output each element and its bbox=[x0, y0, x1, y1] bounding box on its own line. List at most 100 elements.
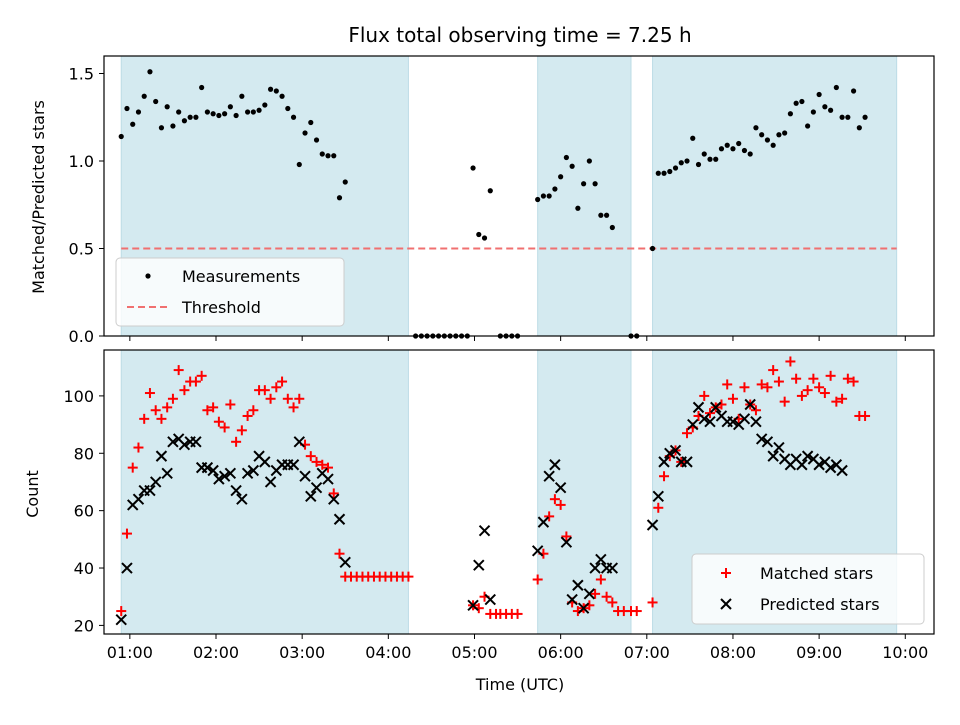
cross-b bbox=[484, 593, 496, 606]
predicted-star-point bbox=[115, 613, 127, 626]
cross-b bbox=[720, 598, 732, 610]
measurement-point bbox=[764, 137, 771, 143]
measurement-point bbox=[598, 212, 604, 218]
matched-star-point bbox=[259, 385, 270, 396]
predicted-star-point bbox=[750, 416, 762, 428]
predicted-star-point bbox=[218, 470, 231, 482]
y-tick-label: 20 bbox=[74, 616, 94, 635]
predicted-star-point bbox=[339, 556, 351, 568]
matched-star-point bbox=[739, 382, 750, 393]
cross-b bbox=[207, 464, 219, 477]
measurement-point bbox=[470, 165, 476, 171]
predicted-star-point bbox=[698, 413, 710, 425]
matched-star-point bbox=[773, 376, 784, 387]
predicted-star-point bbox=[132, 493, 145, 505]
matched-star-point bbox=[727, 393, 738, 404]
cross-b bbox=[778, 453, 791, 465]
cross-b bbox=[790, 453, 802, 465]
cross-b bbox=[201, 461, 214, 474]
x-tick-label: 06:00 bbox=[538, 643, 584, 662]
predicted-star-point bbox=[560, 536, 573, 548]
matched-star-point bbox=[814, 382, 825, 393]
cross-b bbox=[755, 433, 768, 445]
predicted-star-point bbox=[322, 473, 334, 485]
measurement-point bbox=[302, 130, 308, 136]
cross-b bbox=[554, 481, 567, 494]
y-tick-label: 80 bbox=[74, 444, 94, 463]
observing-window-2 bbox=[652, 55, 898, 337]
matched-star-point bbox=[779, 396, 790, 407]
cross-b bbox=[241, 467, 254, 480]
measurement-point bbox=[540, 193, 547, 199]
predicted-star-point bbox=[710, 401, 722, 414]
matched-star-point bbox=[601, 591, 612, 602]
measurement-point bbox=[782, 130, 788, 136]
predicted-star-point bbox=[287, 459, 300, 471]
measurement-point bbox=[273, 88, 279, 94]
predicted-star-point bbox=[293, 436, 306, 448]
measurement-point bbox=[833, 84, 839, 91]
cross-b bbox=[178, 438, 191, 451]
matched-star-point bbox=[561, 531, 572, 542]
measurement-point bbox=[655, 170, 661, 176]
predicted-star-point bbox=[652, 490, 664, 503]
measurement-point bbox=[141, 93, 147, 99]
measurement-point bbox=[701, 151, 707, 157]
matched-star-point bbox=[294, 393, 305, 404]
cross-b bbox=[293, 436, 306, 448]
matched-star-point bbox=[190, 376, 201, 387]
observing-window-1 bbox=[537, 349, 632, 635]
matched-star-point bbox=[282, 393, 293, 404]
predicted-star-point bbox=[704, 416, 716, 428]
measurement-point bbox=[672, 165, 679, 171]
cross-b bbox=[310, 481, 323, 494]
predicted-star-point bbox=[144, 484, 156, 497]
matched-star-point bbox=[150, 405, 161, 416]
legend-measurement-marker bbox=[145, 273, 151, 279]
top-legend: Measurements Threshold bbox=[115, 257, 345, 327]
matched-star-point bbox=[196, 370, 207, 381]
predicted-star-point bbox=[190, 436, 202, 448]
chart-title: Flux total observing time = 7.25 h bbox=[348, 23, 691, 47]
predicted-star-point bbox=[681, 456, 693, 468]
x-tick-label: 07:00 bbox=[624, 643, 670, 662]
predicted-star-point bbox=[801, 450, 814, 462]
matched-star-point bbox=[848, 376, 859, 387]
predicted-star-point bbox=[207, 464, 219, 477]
matched-star-point bbox=[271, 382, 282, 393]
measurement-point bbox=[839, 114, 845, 120]
cross-b bbox=[172, 433, 185, 445]
measurement-point bbox=[747, 151, 753, 157]
x-tick-label: 04:00 bbox=[365, 643, 411, 662]
cross-b bbox=[773, 441, 785, 454]
predicted-star-point bbox=[178, 438, 191, 451]
matched-star-point bbox=[225, 399, 236, 410]
matched-star-point bbox=[248, 405, 259, 416]
predicted-star-point bbox=[664, 447, 676, 459]
predicted-star-point bbox=[577, 602, 590, 614]
predicted-star-point bbox=[155, 450, 168, 462]
cross-b bbox=[287, 459, 300, 471]
cross-b bbox=[681, 456, 693, 468]
measurement-point bbox=[216, 112, 222, 119]
cross-b bbox=[218, 470, 231, 482]
cross-b bbox=[767, 450, 779, 462]
matched-star-point bbox=[802, 385, 813, 396]
matched-star-point bbox=[825, 370, 836, 381]
cross-b bbox=[646, 519, 659, 531]
measurement-point bbox=[718, 146, 725, 152]
cross-b bbox=[115, 613, 127, 626]
legend-threshold-label: Threshold bbox=[181, 298, 261, 317]
matched-star-point bbox=[791, 373, 802, 384]
cross-b bbox=[704, 416, 716, 428]
bottom-legend: Matched stars Predicted stars bbox=[691, 553, 925, 625]
measurement-point bbox=[147, 69, 153, 75]
measurement-point bbox=[476, 231, 482, 238]
cross-b bbox=[658, 456, 670, 468]
cross-b bbox=[572, 579, 584, 591]
predicted-star-point bbox=[646, 519, 659, 531]
measurement-point bbox=[690, 135, 696, 141]
measurement-point bbox=[816, 91, 822, 98]
legend-measurements-label: Measurements bbox=[182, 267, 300, 286]
